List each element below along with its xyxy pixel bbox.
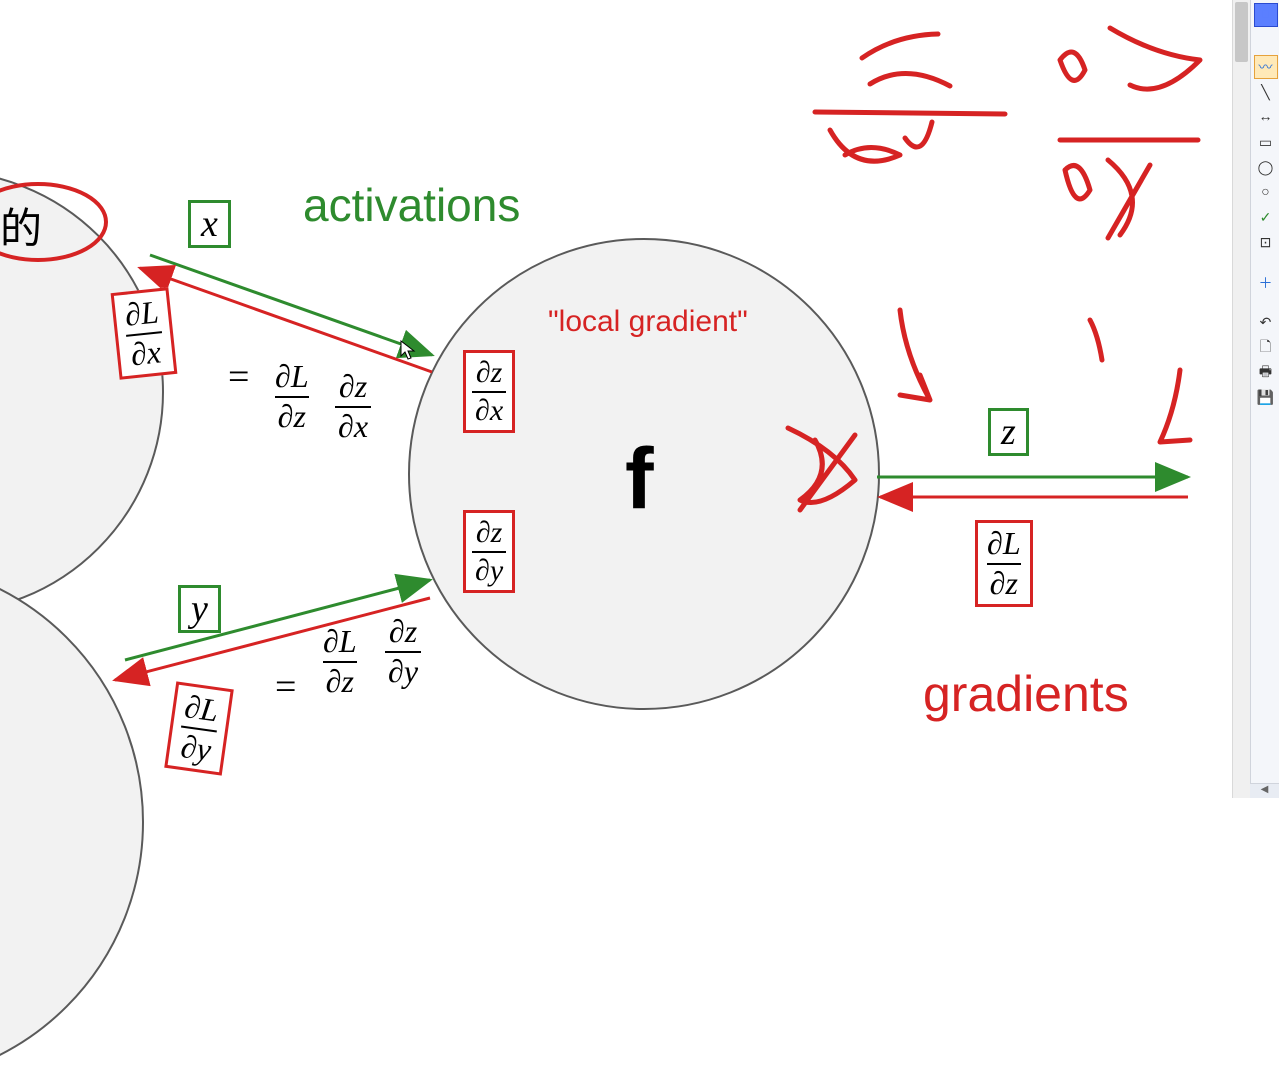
save-tool[interactable]: 💾	[1255, 387, 1277, 409]
num: ∂z	[473, 357, 506, 391]
toolbar-spacer	[1251, 297, 1279, 309]
num: ∂z	[473, 517, 506, 551]
new-tool[interactable]: 🗋	[1255, 337, 1277, 359]
var-y: y	[178, 585, 221, 633]
frac-dz-dy: ∂z ∂y	[463, 510, 515, 593]
den: ∂z	[275, 396, 309, 434]
frac-dL-dz-for-y: ∂L ∂z	[320, 625, 360, 698]
den: ∂y	[472, 551, 506, 587]
arrow-x-forward	[150, 255, 432, 355]
rect-tool[interactable]: ▭	[1255, 132, 1277, 154]
num: ∂L	[179, 690, 223, 731]
frac-dz-dx-for-x: ∂z ∂x	[335, 370, 371, 443]
var-z: z	[988, 408, 1029, 456]
label-f: f	[625, 430, 654, 529]
label-cjk-partial: 的	[0, 195, 42, 256]
frac-dL-dz-for-x: ∂L ∂z	[272, 360, 312, 433]
color-swatch[interactable]: ■	[1254, 3, 1278, 27]
den: ∂x	[335, 406, 371, 444]
vertical-scrollbar[interactable]	[1232, 0, 1250, 798]
cursor-icon	[400, 340, 416, 365]
num: ∂L	[272, 360, 312, 396]
arrow-x-backward	[140, 268, 432, 372]
num: ∂L	[984, 527, 1024, 563]
label-gradients: gradients	[923, 665, 1129, 723]
whiteboard-canvas[interactable]: activations gradients "local gradient" f…	[0, 0, 1232, 798]
freehand-tool[interactable]: 〰	[1254, 55, 1278, 79]
equals-x: =	[228, 355, 249, 399]
undo-tool[interactable]: ↶	[1255, 312, 1277, 334]
den: ∂x	[126, 331, 166, 372]
num: ∂L	[120, 295, 163, 335]
den: ∂y	[385, 651, 421, 689]
hline-tool[interactable]: ↔	[1255, 107, 1277, 129]
frac-dz-dx: ∂z ∂x	[463, 350, 515, 433]
frac-dz-dy-for-y: ∂z ∂y	[385, 615, 421, 688]
toolbar-spacer	[1251, 257, 1279, 269]
toolbar-spacer	[1251, 30, 1279, 52]
num: ∂L	[320, 625, 360, 661]
num: ∂z	[336, 370, 370, 406]
frac-dL-dx-boxed: ∂L ∂x	[111, 287, 177, 380]
check-tool[interactable]: ✓	[1255, 207, 1277, 229]
add-tool[interactable]: ＋	[1255, 272, 1277, 294]
frac-dL-dz: ∂L ∂z	[975, 520, 1033, 607]
arrow-y-backward	[115, 598, 430, 680]
var-x: x	[188, 200, 231, 248]
label-activations: activations	[303, 178, 520, 232]
den: ∂y	[176, 725, 217, 767]
annotation-toolbar: ■ 〰 ╲ ↔ ▭ ◯ ○ ✓ ⊡ ＋ ↶ 🗋 🖶 💾	[1250, 0, 1279, 798]
equals-y: =	[275, 665, 296, 709]
label-local-gradient: "local gradient"	[548, 305, 748, 339]
num: ∂z	[386, 615, 420, 651]
print-tool[interactable]: 🖶	[1255, 362, 1277, 384]
den: ∂z	[323, 661, 357, 699]
circle-tool[interactable]: ○	[1255, 182, 1277, 204]
frac-dL-dy-boxed: ∂L ∂y	[164, 681, 233, 775]
den: ∂x	[472, 391, 506, 427]
den: ∂z	[987, 563, 1021, 601]
scroll-thumb[interactable]	[1235, 2, 1248, 62]
toolbar-collapse[interactable]: ◀	[1250, 783, 1279, 798]
crop-tool[interactable]: ⊡	[1255, 232, 1277, 254]
line-tool[interactable]: ╲	[1255, 82, 1277, 104]
node-upstream-bottom	[0, 560, 144, 1084]
ellipse-tool[interactable]: ◯	[1255, 157, 1277, 179]
